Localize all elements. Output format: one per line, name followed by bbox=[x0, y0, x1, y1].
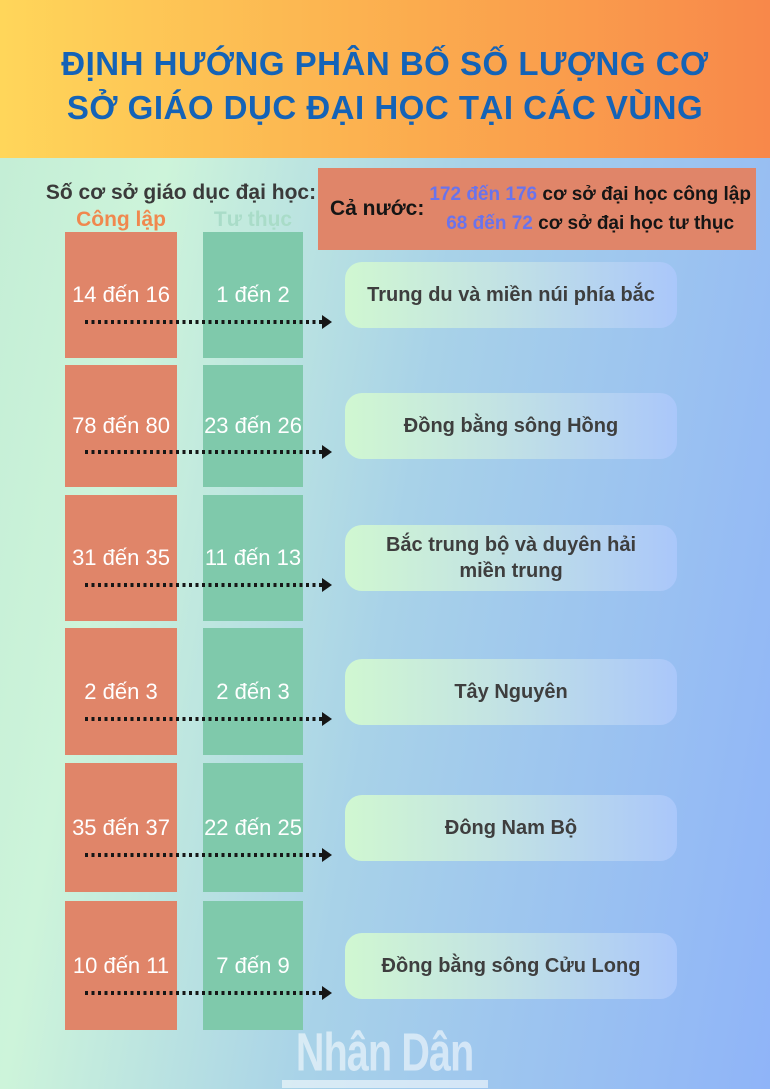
private-value-box: 7 đến 9 bbox=[203, 901, 303, 1030]
region-name-pill: Tây Nguyên bbox=[345, 658, 677, 725]
national-private-range: 68 đến 72 bbox=[446, 212, 533, 234]
national-private-suffix: cơ sở đại học tư thục bbox=[532, 212, 735, 234]
national-private-line: 68 đến 72 cơ sở đại học tư thục bbox=[424, 213, 756, 235]
legend-heading: Số cơ sở giáo dục đại học: bbox=[45, 181, 317, 204]
region-name-pill: Đồng bằng sông Hồng bbox=[345, 393, 677, 459]
region-row-5: 35 đến 37 22 đến 25 Đông Nam Bộ bbox=[0, 763, 770, 892]
region-row-1: 14 đến 16 1 đến 2 Trung du và miền núi p… bbox=[0, 232, 770, 358]
public-value-box: 31 đến 35 bbox=[65, 495, 177, 621]
private-value-box: 1 đến 2 bbox=[203, 232, 303, 358]
national-public-line: 172 đến 176 cơ sở đại học công lập bbox=[424, 184, 756, 206]
arrow-head-icon bbox=[322, 711, 332, 726]
region-row-4: 2 đến 3 2 đến 3 Tây Nguyên bbox=[0, 628, 770, 755]
private-value-box: 22 đến 25 bbox=[203, 763, 303, 892]
header-banner: ĐỊNH HƯỚNG PHÂN BỐ SỐ LƯỢNG CƠ SỞ GIÁO D… bbox=[0, 0, 770, 158]
page-title-line-2: SỞ GIÁO DỤC ĐẠI HỌC TẠI CÁC VÙNG bbox=[66, 89, 704, 126]
national-public-suffix: cơ sở đại học công lập bbox=[537, 183, 751, 205]
nhan-dan-logo-underline bbox=[282, 1080, 488, 1088]
arrow-head-icon bbox=[322, 578, 332, 593]
region-name-pill: Đông Nam Bộ bbox=[345, 794, 677, 861]
arrow-head-icon bbox=[322, 986, 332, 1001]
public-value-box: 14 đến 16 bbox=[65, 232, 177, 358]
dotted-arrow-line bbox=[85, 583, 323, 588]
public-value-box: 2 đến 3 bbox=[65, 628, 177, 755]
region-name-pill: Bắc trung bộ và duyên hải miền trung bbox=[345, 525, 677, 591]
dotted-arrow-line bbox=[85, 450, 323, 455]
region-row-6: 10 đến 11 7 đến 9 Đồng bằng sông Cửu Lon… bbox=[0, 901, 770, 1030]
dotted-arrow-line bbox=[85, 320, 323, 325]
national-label: Cả nước: bbox=[330, 197, 425, 220]
arrow-head-icon bbox=[322, 445, 332, 460]
dotted-arrow-line bbox=[85, 853, 323, 858]
page-title-line-1: ĐỊNH HƯỚNG PHÂN BỐ SỐ LƯỢNG CƠ bbox=[61, 45, 709, 83]
national-lines: 172 đến 176 cơ sở đại học công lập 68 đế… bbox=[424, 184, 756, 235]
legend-private-label: Tư thục bbox=[213, 208, 293, 231]
dotted-arrow-line bbox=[85, 716, 323, 721]
legend-public-label: Công lập bbox=[76, 208, 166, 231]
region-name-pill: Đồng bằng sông Cửu Long bbox=[345, 932, 677, 999]
region-row-3: 31 đến 35 11 đến 13 Bắc trung bộ và duyê… bbox=[0, 495, 770, 621]
private-value-box: 2 đến 3 bbox=[203, 628, 303, 755]
nhan-dan-logo-text: Nhân Dân bbox=[296, 1021, 474, 1082]
public-value-box: 78 đến 80 bbox=[65, 365, 177, 487]
nhan-dan-logo: Nhân Dân bbox=[0, 1021, 770, 1088]
national-summary-box: Cả nước: 172 đến 176 cơ sở đại học công … bbox=[318, 168, 756, 250]
region-name-pill: Trung du và miền núi phía bắc bbox=[345, 262, 677, 328]
region-row-2: 78 đến 80 23 đến 26 Đồng bằng sông Hồng bbox=[0, 365, 770, 487]
public-value-box: 10 đến 11 bbox=[65, 901, 177, 1030]
private-value-box: 23 đến 26 bbox=[203, 365, 303, 487]
arrow-head-icon bbox=[322, 848, 332, 863]
public-value-box: 35 đến 37 bbox=[65, 763, 177, 892]
arrow-head-icon bbox=[322, 315, 332, 330]
dotted-arrow-line bbox=[85, 991, 323, 996]
national-public-range: 172 đến 176 bbox=[429, 183, 538, 205]
private-value-box: 11 đến 13 bbox=[203, 495, 303, 621]
